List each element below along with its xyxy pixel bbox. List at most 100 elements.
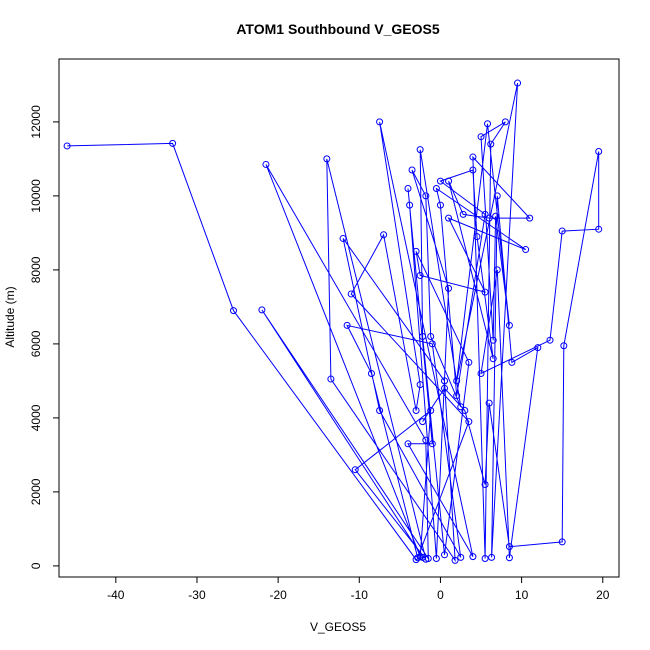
data-point: [492, 212, 500, 220]
data-point: [469, 153, 477, 161]
x-axis-label: V_GEOS5: [310, 620, 366, 634]
data-point: [505, 554, 513, 562]
y-tick-label: 0: [29, 562, 43, 569]
data-point: [427, 333, 435, 340]
data-point: [465, 358, 473, 366]
data-point: [416, 146, 424, 154]
data-point: [489, 355, 497, 363]
data-point: [422, 555, 430, 563]
data-point: [522, 246, 530, 254]
data-point: [469, 166, 477, 174]
data-point: [416, 381, 424, 389]
chart-title: ATOM1 Southbound V_GEOS5: [236, 21, 439, 37]
data-point: [412, 247, 420, 255]
data-point: [404, 185, 412, 192]
data-point: [422, 192, 430, 200]
data-point: [436, 177, 444, 185]
data-point: [505, 321, 513, 329]
x-tick-label: -30: [188, 588, 206, 602]
data-point: [229, 307, 237, 315]
y-axis: 0 2000 4000 6000 8000 10000 12000: [29, 105, 59, 569]
data-point: [428, 440, 436, 448]
y-tick-label: 8000: [29, 256, 43, 283]
data-point: [485, 399, 493, 407]
x-tick-label: 0: [437, 588, 444, 602]
y-tick-label: 2000: [29, 478, 43, 505]
data-point: [459, 210, 467, 218]
y-tick-label: 10000: [29, 179, 43, 213]
data-point: [487, 140, 495, 148]
data-point: [505, 543, 513, 551]
data-point: [560, 342, 568, 350]
data-point: [514, 79, 522, 87]
data-point: [465, 418, 473, 426]
data-point: [343, 321, 351, 329]
data-point: [351, 466, 359, 474]
data-point: [558, 227, 566, 235]
data-point: [347, 290, 355, 298]
data-point: [419, 418, 427, 426]
data-point: [445, 177, 453, 185]
data-point: [501, 118, 509, 126]
data-point: [473, 233, 481, 241]
data-point: [469, 553, 477, 561]
data-point: [484, 120, 492, 128]
data-point: [493, 192, 501, 200]
data-point: [63, 142, 71, 150]
data-point: [461, 407, 469, 414]
data-point: [422, 436, 430, 444]
data-point: [169, 139, 177, 147]
data-point: [534, 344, 542, 352]
x-axis: -40 -30 -20 -10 0 10 20: [107, 577, 610, 602]
data-point: [441, 384, 449, 392]
x-tick-label: -20: [269, 588, 287, 602]
data-point: [493, 266, 501, 274]
data-point: [595, 148, 603, 155]
data-point: [412, 407, 420, 414]
data-point: [339, 234, 347, 242]
data-point: [408, 166, 416, 174]
data-point: [558, 538, 566, 546]
data-point: [477, 370, 485, 377]
data-point: [414, 554, 422, 562]
data-point: [404, 440, 412, 448]
data-point: [441, 377, 449, 385]
data-point: [419, 333, 427, 340]
data-point: [406, 201, 414, 209]
data-point: [481, 210, 489, 218]
data-point: [481, 288, 489, 296]
plot-frame: [58, 58, 620, 578]
data-point: [432, 185, 440, 192]
data-point: [508, 358, 516, 366]
data-point: [489, 336, 497, 344]
x-tick-label: 20: [596, 588, 610, 602]
data-point: [258, 306, 266, 314]
x-tick-label: 10: [515, 588, 529, 602]
data-point: [367, 370, 375, 377]
data-point: [416, 271, 424, 279]
data-point: [453, 392, 461, 400]
data-point: [481, 481, 489, 488]
data-point: [436, 201, 444, 209]
data-point: [546, 336, 554, 344]
series-line: [67, 82, 600, 563]
y-tick-label: 12000: [29, 105, 43, 139]
data-point: [451, 556, 459, 564]
data-point: [457, 553, 465, 561]
data-point: [445, 214, 453, 222]
data-point: [481, 555, 489, 562]
data-point: [262, 160, 270, 168]
data-point: [427, 407, 435, 414]
y-tick-label: 6000: [29, 330, 43, 357]
data-point: [428, 340, 436, 348]
data-point: [457, 403, 465, 411]
data-point: [485, 214, 493, 222]
data-point: [488, 553, 496, 561]
data-point: [441, 551, 449, 559]
data-point: [376, 407, 384, 414]
data-point: [432, 555, 440, 562]
plot-area: [63, 79, 603, 564]
data-point: [380, 231, 388, 239]
data-point: [453, 377, 461, 385]
